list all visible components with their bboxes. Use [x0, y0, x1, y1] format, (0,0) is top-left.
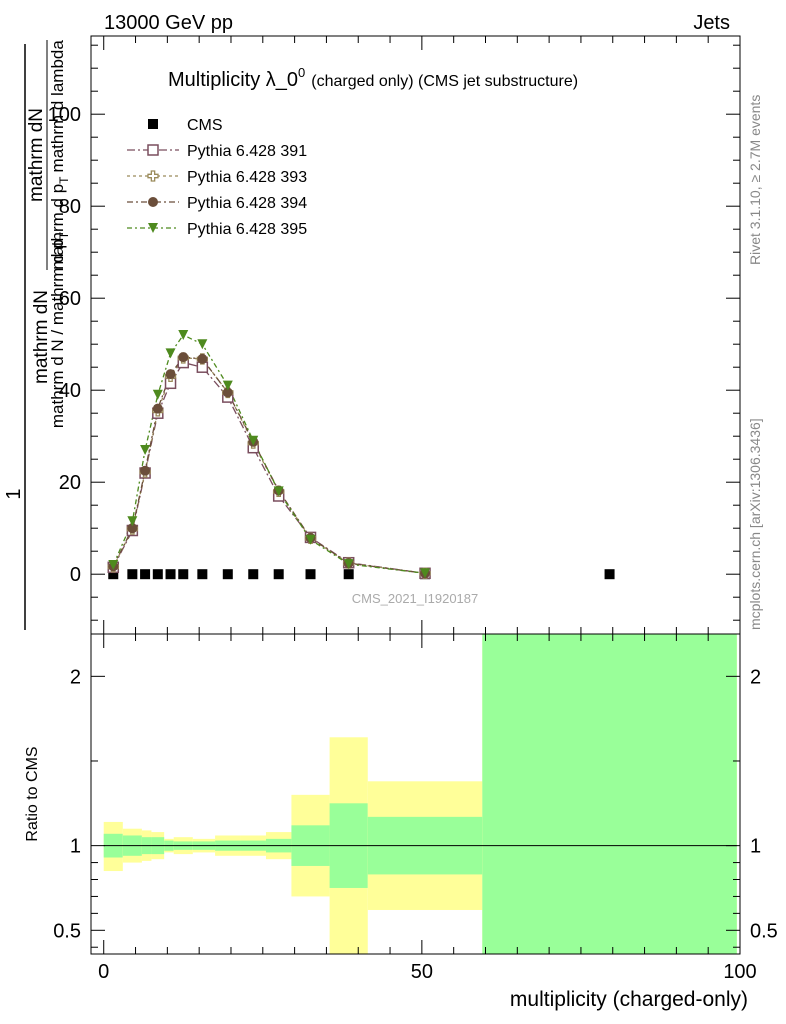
legend-label: CMS [187, 117, 223, 134]
ratio-uncertainty-bands [103, 634, 737, 954]
data-point [127, 516, 138, 527]
data-point [108, 569, 119, 580]
data-point [127, 569, 138, 580]
y-label-numerator: mathrm dN [31, 290, 52, 384]
legend-marker [148, 197, 158, 207]
ratio-y-tick-label: 0.5 [53, 920, 81, 942]
data-point [273, 569, 284, 580]
data-point [165, 569, 176, 580]
ratio-y-tick-label-right: 1 [750, 836, 761, 858]
main-y-tick-label: 80 [59, 196, 81, 218]
data-point [222, 569, 233, 580]
main-y-tick-label: 20 [59, 472, 81, 494]
data-point [140, 465, 151, 476]
legend-label: Pythia 6.428 394 [187, 195, 307, 212]
data-point [197, 569, 208, 580]
data-point [273, 486, 284, 497]
data-point [222, 380, 233, 391]
ratio-plot-frame [90, 633, 741, 955]
ratio-y-tick-label-right: 0.5 [750, 920, 778, 942]
y-label-denominator: mathrm d N / mathrm d pT [48, 231, 71, 428]
legend: CMS Pythia 6.428 391 Pythia 6.428 393 Pythi… [127, 117, 307, 238]
data-point [165, 348, 176, 359]
legend-marker [148, 223, 158, 233]
series-line [112, 334, 426, 574]
x-tick-label: 100 [723, 961, 756, 983]
ratio-y-axis-label: Ratio to CMS [24, 746, 41, 841]
data-point [222, 387, 233, 398]
data-point [343, 569, 354, 580]
ratio-ticks: 0.5 0.5 1 1 2 2 0 50 100 [53, 634, 778, 983]
data-point [152, 389, 163, 400]
data-point [165, 369, 176, 380]
header-energy-label: 13000 GeV pp [104, 12, 233, 34]
data-point [178, 352, 189, 363]
data-point [420, 568, 431, 579]
y-label-prefactor: 1 [3, 488, 25, 499]
plot-title-main: Multiplicity λ_0 [168, 69, 298, 91]
series-points [107, 330, 615, 580]
data-point [140, 569, 151, 580]
data-point [343, 559, 354, 570]
legend-label: Pythia 6.428 393 [187, 169, 307, 186]
y-label-inner-numerator: mathrm dN [26, 108, 47, 202]
data-point [140, 445, 151, 455]
data-point [604, 569, 615, 580]
main-y-tick-label: 60 [59, 288, 81, 310]
main-ticks: 0 20 40 60 80 100 [48, 36, 741, 634]
ratio-y-tick-label: 2 [70, 666, 81, 688]
legend-marker [148, 119, 158, 129]
x-tick-label: 50 [411, 961, 433, 983]
data-point [305, 569, 316, 580]
x-tick-label: 0 [98, 961, 109, 983]
inner-uncertainty-band [482, 634, 737, 954]
data-point [127, 523, 138, 534]
data-point [248, 435, 259, 446]
ratio-y-tick-label-right: 2 [750, 666, 761, 688]
data-point [178, 569, 189, 580]
data-point [248, 569, 259, 580]
mcplots-label: mcplots.cern.ch [arXiv:1306.3436] [747, 418, 763, 630]
header-process-label: Jets [693, 12, 730, 34]
legend-label: Pythia 6.428 395 [187, 221, 307, 238]
ratio-panel: 0.5 0.5 1 1 2 2 0 50 100 Ratio to CMS multiplici… [24, 633, 778, 1011]
plot-title: Multiplicity λ_00 (charged only) (CMS jet… [168, 65, 578, 91]
y-label-inner-denominator: mathrm d pTmathrm d lambda [48, 40, 71, 270]
ratio-y-tick-label: 1 [70, 836, 81, 858]
legend-marker [147, 144, 159, 156]
plot-title-detail: (charged only) (CMS jet substructure) [311, 73, 578, 90]
data-point [197, 339, 208, 350]
main-y-tick-label: 100 [48, 104, 81, 126]
data-point [197, 353, 208, 364]
main-y-tick-label: 0 [70, 564, 81, 586]
x-axis-label: multiplicity (charged-only) [510, 988, 748, 1011]
data-point [305, 534, 316, 545]
series-lines [112, 334, 426, 574]
legend-label: Pythia 6.428 391 [187, 143, 307, 160]
data-point [152, 569, 163, 580]
main-y-axis-label: 1 mathrm dN mathrm dN mathrm d pTmathrm … [3, 40, 71, 630]
legend-marker [147, 170, 159, 182]
plot-title-superscript: 0 [298, 65, 305, 80]
data-point [152, 403, 163, 414]
main-y-tick-label: 40 [59, 380, 81, 402]
rivet-version-label: Rivet 3.1.10, ≥ 2.7M events [747, 95, 763, 265]
analysis-watermark: CMS_2021_I1920187 [352, 591, 479, 606]
data-point [178, 330, 189, 340]
data-point [108, 560, 119, 570]
